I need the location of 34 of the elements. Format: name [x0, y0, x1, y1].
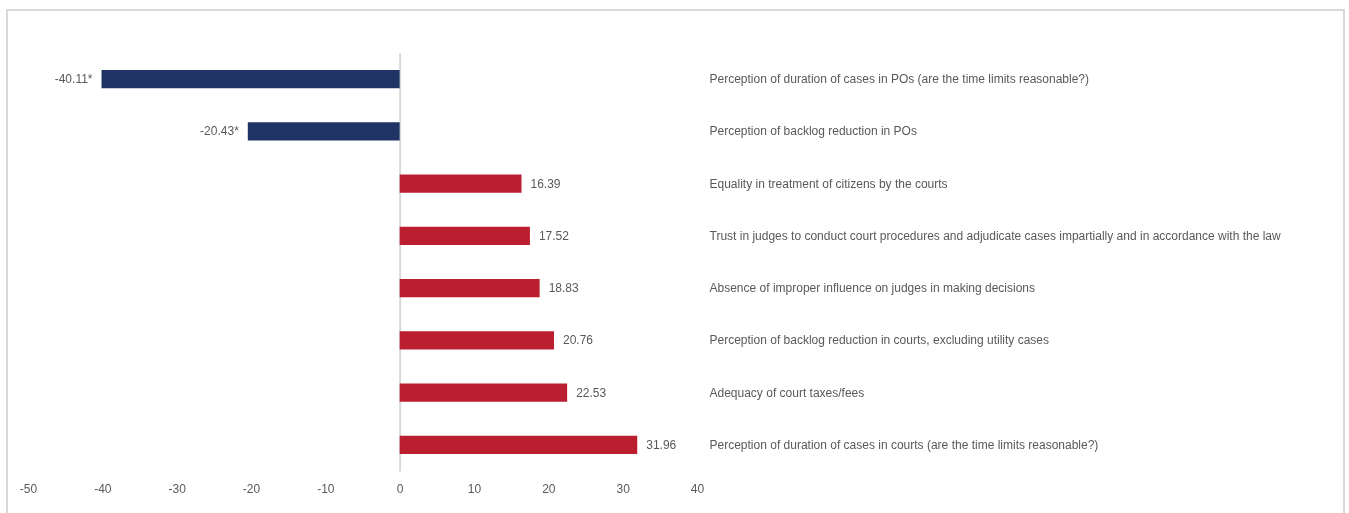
x-tick-label: 40	[690, 481, 705, 496]
bar	[399, 278, 540, 298]
x-tick-label: -30	[168, 481, 187, 496]
bar	[247, 122, 400, 141]
data-label: -20.43*	[200, 124, 240, 139]
x-tick-label: -50	[19, 481, 38, 496]
data-label: 31.96	[646, 437, 677, 452]
x-tick-label: 10	[467, 481, 482, 496]
data-label: 16.39	[530, 176, 561, 191]
bar	[399, 174, 522, 193]
bar	[101, 69, 400, 89]
data-label: -40.11*	[54, 72, 93, 87]
data-label: 20.76	[562, 333, 594, 348]
x-tick-label: -40	[94, 481, 112, 496]
y-tick-label: Adequacy of court taxes/fees	[709, 385, 865, 400]
x-tick-label: 20	[542, 481, 556, 496]
y-tick-label: Absence of improper influence on judges in making decisions	[709, 281, 1036, 296]
y-tick-label: Perception of duration of cases in courts (are the time limits reasonable?)	[709, 437, 1099, 452]
data-label: 22.53	[576, 385, 607, 400]
bar	[399, 383, 568, 402]
y-tick-label: Perception of backlog reduction in courts, excluding utility cases	[709, 333, 1050, 348]
y-tick-label: Equality in treatment of citizens by the courts	[709, 176, 948, 191]
x-tick-label: -10	[317, 481, 335, 496]
y-tick-label: Trust in judges to conduct court procedures and adjudicate cases impartially and in accordance with the law	[709, 228, 1282, 243]
x-tick-label: 0	[396, 481, 404, 496]
bar	[399, 331, 554, 350]
data-label: 17.52	[538, 228, 570, 243]
x-tick-label: -20	[242, 481, 261, 496]
y-tick-label: Perception of backlog reduction in POs	[709, 124, 917, 139]
bar	[399, 226, 530, 246]
x-tick-label: 30	[616, 481, 631, 496]
data-label: 18.83	[548, 281, 579, 296]
bar	[399, 435, 638, 455]
y-tick-label: Perception of duration of cases in POs (are the time limits reasonable?)	[709, 72, 1090, 87]
